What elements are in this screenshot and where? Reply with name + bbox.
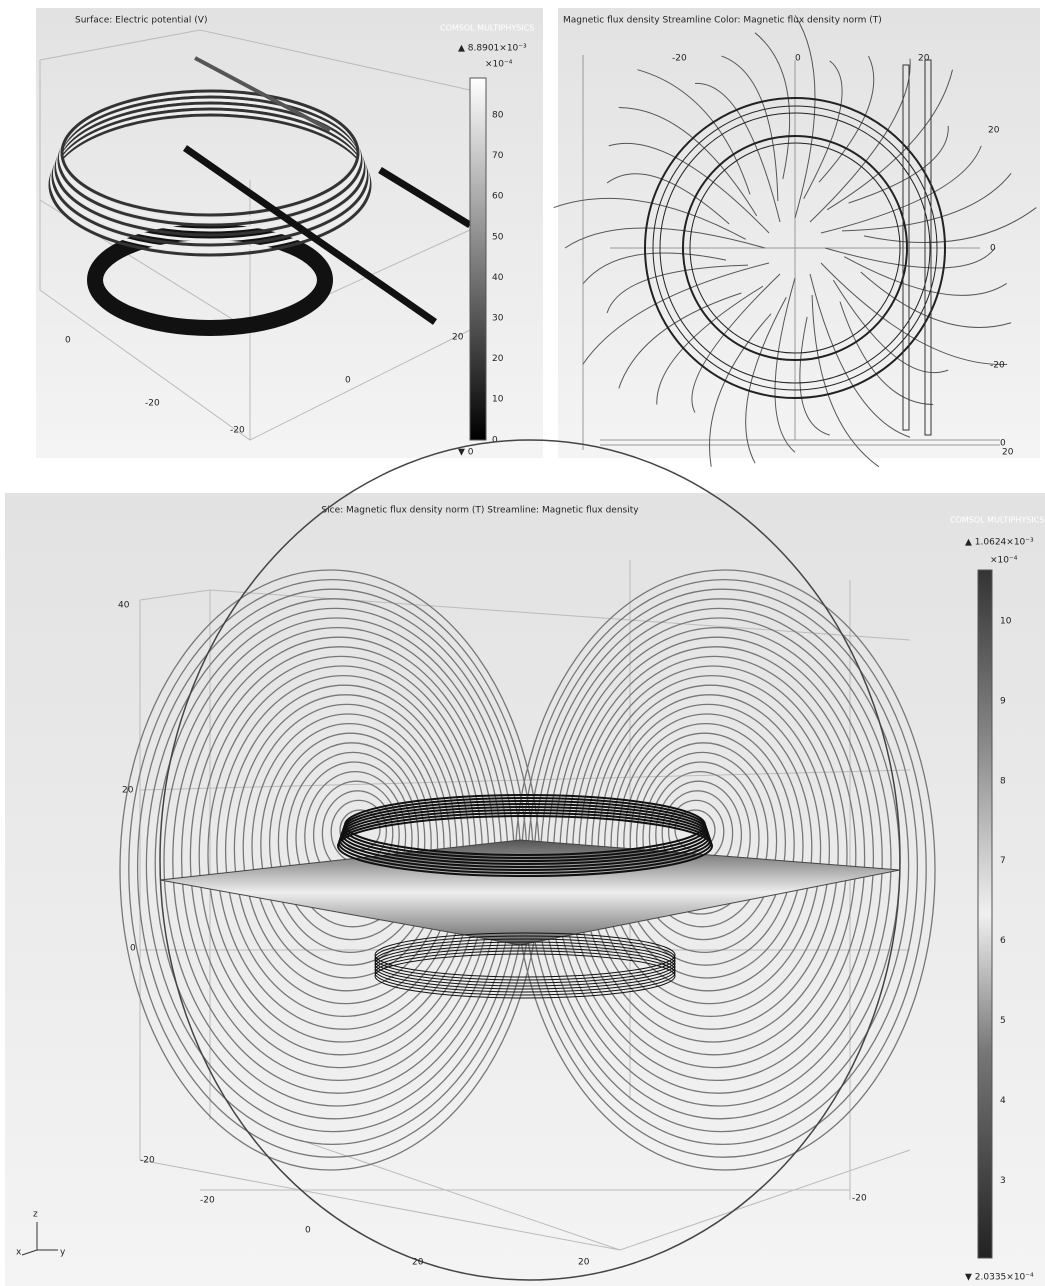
colorbar-exponent: ×10⁻⁴ — [485, 60, 513, 70]
axis-label: 20 — [988, 126, 1000, 136]
axis-label: 7 — [1000, 856, 1006, 866]
panel-title: Magnetic flux density Streamline Color: … — [563, 16, 882, 26]
axis-label: 4 — [1000, 1096, 1006, 1106]
panel-streamline-top: Magnetic flux density Streamline Color: … — [554, 8, 1040, 467]
figure: Surface: Electric potential (V) COMSOL M… — [0, 0, 1045, 1286]
axis-label: -20 — [990, 361, 1005, 371]
panel-electric-potential: Surface: Electric potential (V) COMSOL M… — [36, 8, 543, 458]
axis-label: 0 — [795, 54, 801, 64]
axis-label: 20 — [452, 333, 464, 343]
colorbar-min: ▼ 2.0335×10⁻⁴ — [965, 1273, 1034, 1283]
colorbar-max: ▲ 8.8901×10⁻³ — [458, 44, 527, 54]
axis-label: 0 — [130, 944, 136, 954]
axis-label: 70 — [492, 151, 504, 161]
axis-label: y — [60, 1248, 66, 1258]
axis-label: -20 — [230, 426, 245, 436]
axis-label: 60 — [492, 192, 504, 202]
axis-label: 5 — [1000, 1016, 1006, 1026]
colorbar — [978, 570, 992, 1258]
axis-label: 20 — [1002, 448, 1014, 458]
axis-label: z — [33, 1210, 38, 1220]
axis-label: -20 — [145, 399, 160, 409]
axis-label: 9 — [1000, 696, 1006, 706]
axis-label: x — [16, 1248, 22, 1258]
colorbar-exponent: ×10⁻⁴ — [990, 556, 1018, 566]
axis-label: 20 — [122, 786, 134, 796]
panel-background — [558, 8, 1040, 458]
axis-label: 0 — [345, 376, 351, 386]
axis-label: 3 — [1000, 1176, 1006, 1186]
logo: COMSOL MULTIPHYSICS — [950, 516, 1044, 525]
axis-label: 0 — [305, 1226, 311, 1236]
axis-label: 40 — [492, 273, 504, 283]
axis-label: 50 — [492, 232, 504, 242]
axis-label: -20 — [852, 1194, 867, 1204]
colorbar-min: ▼ 0 — [458, 448, 474, 458]
colorbar-max: ▲ 1.0624×10⁻³ — [965, 538, 1034, 548]
colorbar — [470, 78, 486, 440]
axis-label: 6 — [1000, 936, 1006, 946]
axis-label: -20 — [672, 54, 687, 64]
axis-label: 20 — [578, 1258, 590, 1268]
axis-label: -20 — [140, 1156, 155, 1166]
axis-label: 20 — [918, 54, 930, 64]
axis-label: 8 — [1000, 776, 1006, 786]
axis-label: 0 — [492, 435, 498, 445]
panel-title: Surface: Electric potential (V) — [75, 16, 207, 26]
panel-slice-streamline: Sice: Magnetic flux density norm (T) Str… — [5, 440, 1045, 1286]
axis-label: 10 — [1000, 617, 1012, 627]
axis-label: 0 — [65, 336, 71, 346]
panel-title: Sice: Magnetic flux density norm (T) Str… — [321, 506, 639, 516]
page: Surface: Electric potential (V) COMSOL M… — [0, 0, 1045, 1286]
axis-label: -20 — [200, 1196, 215, 1206]
axis-label: 40 — [118, 601, 130, 611]
axis-label: 80 — [492, 111, 504, 121]
axis-label: 20 — [492, 354, 504, 364]
logo: COMSOL MULTIPHYSICS — [440, 24, 534, 33]
axis-label: 10 — [492, 395, 504, 405]
axis-label: 30 — [492, 314, 504, 324]
panel-background — [36, 8, 543, 458]
axis-label: 0 — [990, 244, 996, 254]
axis-label: 20 — [412, 1258, 424, 1268]
